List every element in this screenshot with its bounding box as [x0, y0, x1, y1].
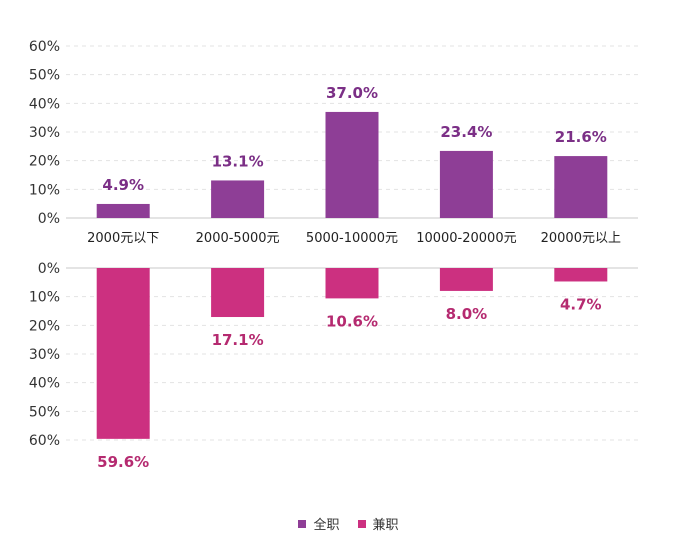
bottom-axis-tick-label: 10% [29, 290, 60, 306]
data-label-parttime: 10.6% [326, 312, 378, 330]
bar-fulltime[interactable] [554, 156, 608, 218]
top-axis-tick-label: 20% [29, 154, 60, 170]
data-label-parttime: 59.6% [97, 453, 149, 471]
bottom-axis-tick-label: 20% [29, 318, 60, 334]
data-label-fulltime: 4.9% [102, 176, 144, 194]
legend: 全职 兼职 [0, 514, 697, 533]
top-axis-tick-label: 30% [29, 125, 60, 141]
data-label-parttime: 17.1% [212, 331, 264, 349]
income-bar-chart: 0% 10% 20% 30% 40% 50% 60% 0% 10% 20% 30% 40% 50% 60%… [29, 39, 638, 471]
category-labels: 2000元以下 2000-5000元 5000-10000元 10000-20000元… [87, 231, 621, 246]
top-axis-tick-label: 10% [29, 182, 60, 198]
bars [96, 111, 608, 439]
bottom-axis-tick-label: 0% [38, 261, 60, 277]
bar-fulltime[interactable] [211, 180, 265, 218]
bar-parttime[interactable] [554, 268, 608, 282]
data-label-fulltime: 21.6% [555, 128, 607, 146]
category-label: 2000元以下 [87, 231, 159, 246]
data-label-parttime: 8.0% [446, 305, 488, 323]
bar-fulltime[interactable] [439, 150, 493, 218]
category-label: 20000元以上 [541, 231, 621, 246]
top-axis-tick-label: 0% [38, 211, 60, 227]
top-axis-tick-label: 60% [29, 39, 60, 55]
category-label: 5000-10000元 [306, 231, 398, 246]
category-label: 10000-20000元 [416, 231, 516, 246]
bottom-axis-tick-label: 60% [29, 433, 60, 449]
data-label-fulltime: 37.0% [326, 84, 378, 102]
bar-parttime[interactable] [96, 268, 150, 439]
bottom-axis-tick-label: 30% [29, 347, 60, 363]
legend-item-fulltime[interactable]: 全职 [298, 514, 340, 533]
bar-parttime[interactable] [211, 268, 265, 318]
legend-item-parttime[interactable]: 兼职 [357, 514, 399, 533]
bar-parttime[interactable] [439, 268, 493, 291]
top-axis-tick-label: 40% [29, 96, 60, 112]
axis-tick-labels: 0% 10% 20% 30% 40% 50% 60% 0% 10% 20% 30% 40% 50% 60% [29, 39, 60, 449]
bar-fulltime[interactable] [96, 203, 150, 218]
category-label: 2000-5000元 [196, 231, 280, 246]
bottom-axis-tick-label: 50% [29, 404, 60, 420]
legend-swatch-fulltime [298, 519, 307, 528]
data-label-parttime: 4.7% [560, 295, 602, 313]
data-label-fulltime: 23.4% [440, 123, 492, 141]
top-axis-tick-label: 50% [29, 68, 60, 84]
data-label-fulltime: 13.1% [212, 152, 264, 170]
bar-fulltime[interactable] [325, 111, 379, 218]
legend-label-fulltime: 全职 [313, 518, 340, 533]
data-labels: 4.9% 59.6% 13.1% 17.1% 37.0% 10.6% 23.4% 8.0% 21… [97, 84, 607, 471]
bar-parttime[interactable] [325, 268, 379, 299]
legend-swatch-parttime [357, 519, 366, 528]
legend-label-parttime: 兼职 [372, 518, 399, 533]
bottom-axis-tick-label: 40% [29, 376, 60, 392]
